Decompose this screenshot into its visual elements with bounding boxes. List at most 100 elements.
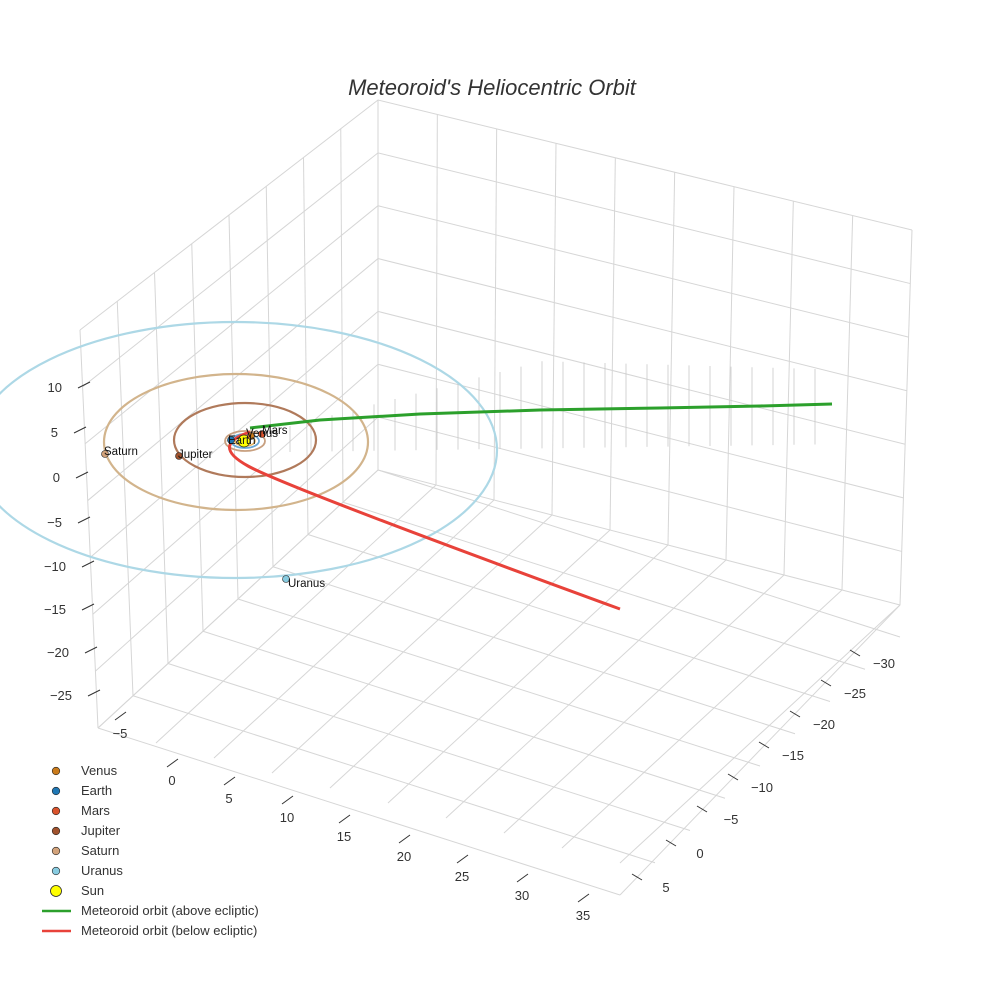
- grid-line: [228, 214, 239, 600]
- z-tick-label: −10: [44, 559, 66, 574]
- legend-marker-swatch: [51, 826, 61, 836]
- meteoroid-orbit-above: [249, 402, 833, 430]
- legend-label: Jupiter: [81, 823, 121, 838]
- grid-line: [213, 499, 495, 759]
- z-tick-label: −25: [50, 688, 72, 703]
- z-tick-label: 5: [51, 425, 58, 440]
- x-tick-label: −20: [813, 717, 835, 732]
- z-tick-mark: [87, 689, 101, 697]
- grid-line: [79, 329, 99, 729]
- y-tick-label: 35: [576, 908, 590, 923]
- grid-line: [79, 99, 913, 331]
- y-tick-label: −5: [113, 726, 128, 741]
- planet-orbits: [0, 320, 499, 580]
- grid-line: [82, 152, 911, 388]
- y-tick-label: 5: [225, 791, 232, 806]
- y-tick-mark: [223, 776, 236, 786]
- z-tick-mark: [77, 381, 91, 389]
- grid-line: [237, 598, 761, 767]
- bodies: Venus Earth Mars Jupiter Saturn Uranus: [101, 425, 325, 590]
- y-tick-label: 0: [168, 773, 175, 788]
- mars-label: Mars: [262, 425, 288, 437]
- x-tick-mark: [631, 873, 643, 881]
- z-tick-mark: [73, 426, 87, 434]
- y-tick-mark: [166, 758, 179, 768]
- z-tick-label: 0: [53, 470, 60, 485]
- grid-line: [97, 727, 621, 896]
- z-tick-mark: [77, 516, 91, 524]
- grid-line: [340, 128, 344, 503]
- uranus-label: Uranus: [288, 578, 325, 590]
- orbit-saturn: [102, 372, 370, 512]
- legend-marker-swatch: [51, 866, 61, 876]
- grid-line: [167, 663, 691, 831]
- grid-line: [155, 484, 437, 744]
- grid-line: [342, 501, 866, 670]
- y-tick-label: 15: [337, 829, 351, 844]
- grid-line: [783, 201, 794, 576]
- grid-line: [87, 258, 907, 501]
- x-tick-label: 5: [662, 880, 669, 895]
- x-tick-mark: [696, 805, 708, 813]
- sun-marker: [237, 434, 251, 448]
- z-tick-mark: [81, 603, 95, 611]
- y-tick-mark: [281, 795, 294, 805]
- y-tick-label: 30: [515, 888, 529, 903]
- x-tick-label: 0: [696, 846, 703, 861]
- legend-sun-swatch: [50, 885, 62, 897]
- orbit-mars: [224, 430, 266, 452]
- grid-line: [132, 695, 656, 864]
- x-tick-mark: [758, 741, 770, 749]
- grid-line: [89, 310, 906, 558]
- grid-line: [445, 559, 727, 819]
- grid-line: [92, 363, 904, 615]
- grid-line: [841, 215, 854, 591]
- z-tick-mark: [84, 646, 98, 654]
- legend-label: Sun: [81, 883, 104, 898]
- legend: Venus Earth Mars Jupiter Saturn Uranus Sun Mete…: [42, 763, 259, 938]
- grid-line: [619, 604, 901, 864]
- grid-line: [272, 566, 796, 735]
- chart-title: Meteoroid's Heliocentric Orbit: [348, 75, 637, 100]
- z-tick-label: −20: [47, 645, 69, 660]
- venus-label: Venus: [246, 428, 278, 440]
- y-tick-mark: [338, 814, 351, 824]
- legend-label: Meteoroid orbit (above ecliptic): [81, 903, 259, 918]
- x-tick-label: −25: [844, 686, 866, 701]
- meteoroid-orbit-below: [228, 430, 621, 611]
- legend-label: Earth: [81, 783, 112, 798]
- legend-marker-swatch: [51, 846, 61, 856]
- uranus-marker: [282, 575, 290, 583]
- grid-line: [619, 604, 901, 896]
- grid-line: [377, 469, 901, 638]
- grid-line: [154, 272, 169, 664]
- x-tick-mark: [820, 679, 832, 687]
- grid-line: [191, 243, 204, 632]
- legend-label: Meteoroid orbit (below ecliptic): [81, 923, 257, 938]
- grid-line: [435, 114, 438, 486]
- venus-marker: [247, 432, 255, 440]
- z-tick-mark: [75, 471, 89, 479]
- grid-line: [84, 205, 909, 445]
- legend-marker-swatch: [51, 766, 61, 776]
- grid-line: [116, 301, 134, 696]
- grid-line: [329, 529, 611, 789]
- earth-marker: [227, 436, 235, 444]
- y-tick-mark: [577, 893, 590, 903]
- x-tick-mark: [727, 773, 739, 781]
- grid-line: [387, 544, 669, 804]
- y-tick-mark: [456, 854, 469, 864]
- grid-line: [667, 172, 676, 546]
- mars-marker: [258, 430, 266, 438]
- legend-label: Venus: [81, 763, 118, 778]
- jupiter-marker: [175, 452, 183, 460]
- grid-line: [493, 128, 498, 501]
- y-tick-mark: [398, 834, 411, 844]
- orbit-jupiter: [172, 401, 318, 479]
- grid-line: [307, 534, 831, 702]
- saturn-label: Saturn: [104, 446, 138, 458]
- x-tick-label: −15: [782, 748, 804, 763]
- x-tick-label: −30: [873, 656, 895, 671]
- legend-label: Uranus: [81, 863, 123, 878]
- legend-label: Saturn: [81, 843, 119, 858]
